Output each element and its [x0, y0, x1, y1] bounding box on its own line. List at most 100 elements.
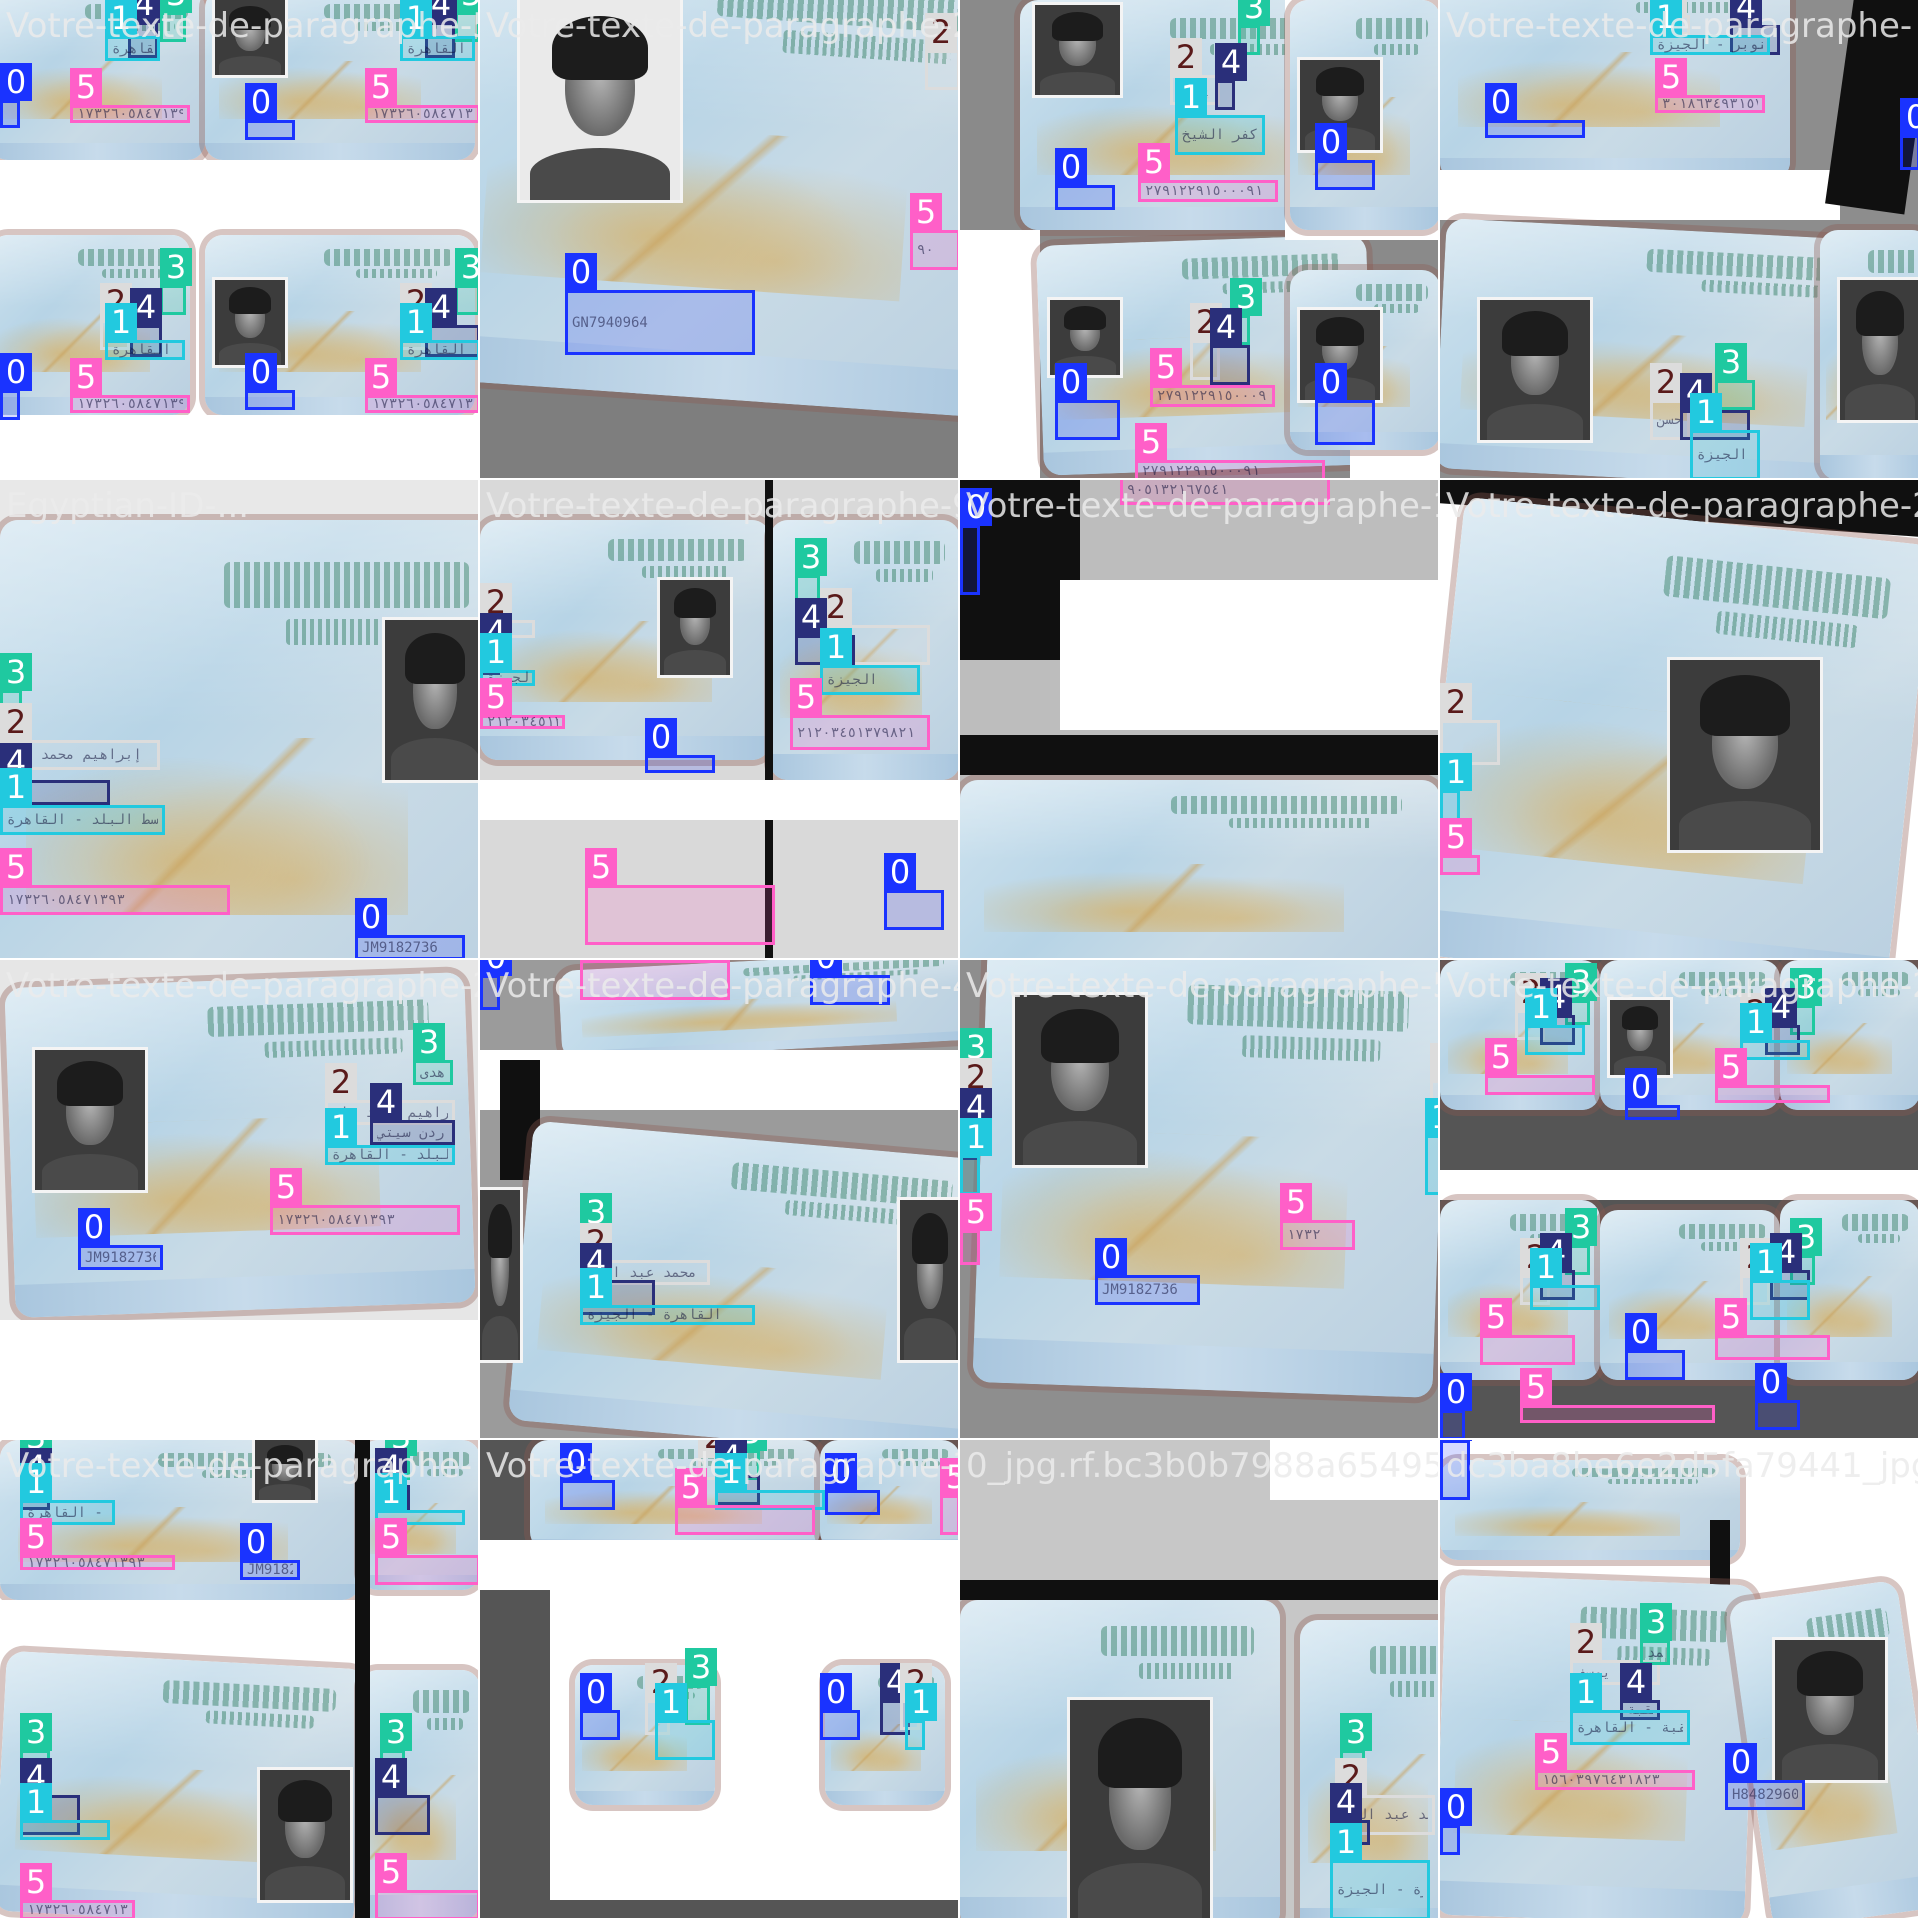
card-stripe	[0, 143, 205, 160]
portrait-hair	[1041, 1008, 1119, 1063]
portrait-shoulders	[41, 1153, 139, 1190]
bbox-class-1: 1 وسط البلد - القاهرة	[105, 0, 160, 61]
portrait-photo	[900, 1200, 958, 1360]
tile-filename: Votre-texte-de-paragraphe-238_png.rf.160…	[486, 6, 958, 46]
bbox-label-5: 5	[480, 678, 512, 716]
portrait-hair	[552, 16, 648, 80]
card-sub	[1374, 43, 1419, 56]
bbox-class-1: 1	[375, 1473, 465, 1525]
portrait-shoulders	[529, 148, 671, 200]
card-stripe	[1440, 1880, 1746, 1918]
tile-filename: Votre-texte-de-paragraphe-2	[6, 966, 480, 1006]
tile-filename: Votre-texte-de-paragraphe-4	[486, 966, 960, 1006]
bbox-class-0: 0	[1440, 1373, 1472, 1438]
card-sub	[1374, 304, 1419, 314]
card-sub	[264, 1036, 403, 1059]
bbox-class-5: 5	[675, 1468, 815, 1535]
tile-filename: Votre-texte-de-paragraphe-	[1446, 6, 1913, 46]
bbox-text: JM9182736	[1102, 1282, 1178, 1298]
bbox-text: هدى	[420, 1064, 446, 1081]
card-pyr	[1455, 1502, 1680, 1536]
bbox-label-5: 5	[1655, 58, 1687, 96]
bbox-text: مدينة كنوبر - الجيزة	[1657, 37, 1763, 53]
card-stripe	[575, 1791, 715, 1805]
portrait-shoulders	[391, 738, 478, 780]
bbox-label-1: 1	[325, 1108, 357, 1146]
card-head	[78, 249, 174, 266]
bbox-class-5: 5	[1520, 1368, 1715, 1423]
bbox-label-1: 1	[20, 1463, 52, 1501]
bbox-class-0: 0 JM9182736	[78, 1208, 163, 1270]
bbox-text: GN7940964	[572, 314, 648, 331]
padding-black	[765, 480, 773, 958]
card-pyr	[984, 864, 1344, 932]
bbox-label-3: 3	[160, 0, 192, 13]
bbox-class-0: 0	[1440, 1788, 1472, 1855]
bbox-label-5: 5	[365, 68, 397, 106]
card-head	[162, 1679, 337, 1713]
bbox-class-3: 3	[455, 0, 478, 42]
bbox-label-5: 5	[675, 1468, 707, 1506]
card-sub	[1210, 43, 1313, 56]
padding-white	[1060, 580, 1438, 730]
mosaic-tile: 241مدينة كنوبر - الجيزة5٣٠١٨٦٣٤٩٣١٥٧002م…	[1440, 0, 1920, 480]
bbox-class-0: 0	[480, 960, 512, 1010]
mosaic-tile: 241الجيزة5٢١٢٠٣٤٥١٣٧٩٨٢١03241الجيزة5٢١٢٠…	[480, 480, 960, 960]
bbox-class-5: 5	[1485, 1038, 1595, 1095]
card-head	[412, 1452, 471, 1466]
bbox-text: ١٧٣٢٦٠٥٨٤٧١٣٩٣	[372, 396, 473, 412]
card-stripe	[1290, 207, 1438, 230]
padding-white	[480, 780, 958, 820]
bbox-label-2: 2	[325, 1063, 357, 1101]
bbox-class-3: 3	[455, 248, 478, 315]
bbox-class-1: 1 وسط البلد - القاهرة	[0, 768, 165, 835]
bbox-class-0: 0	[1900, 98, 1918, 170]
portrait-hair	[1316, 317, 1364, 346]
id-card	[507, 1120, 958, 1438]
mosaic-tile: 3هدى2إبراهيم محمد علي4جاردن سيتي1وسط الب…	[0, 960, 480, 1440]
bbox-label-1: 1	[20, 1783, 52, 1821]
bbox-class-0: 0	[560, 1443, 615, 1510]
bbox-class-5: 5 ١٧٣٢٦٠٥٨٤٧١٣٩٣	[0, 848, 230, 915]
card-stripe	[1440, 908, 1890, 958]
bbox-class-5: 5	[1440, 818, 1480, 875]
bbox-label-0: 0	[245, 83, 277, 121]
bbox-label-5: 5	[960, 1193, 992, 1231]
bbox-label-2: 2	[1170, 38, 1202, 76]
bbox-label-1: 1	[375, 1473, 407, 1511]
bbox-label-0: 0	[810, 960, 842, 976]
card-stripe	[1440, 1095, 1600, 1110]
card-sub	[427, 1717, 464, 1730]
bbox-text: ١٧٣٢٦٠٥٨٤٧١٣٩٣	[77, 396, 183, 412]
bbox-class-1: 1	[960, 1118, 992, 1195]
padding-white	[960, 230, 1040, 478]
bbox-text: ٩٠	[917, 242, 934, 258]
tile-filename: Votre-texte-de-paragraphe-2	[1446, 966, 1920, 1006]
bbox-label-1: 1	[1690, 393, 1722, 431]
bbox-class-1: 1	[1530, 1248, 1600, 1310]
card-stripe	[825, 1791, 945, 1805]
card-stripe	[1600, 1363, 1780, 1380]
bbox-label-3: 3	[0, 653, 32, 691]
card-stripe	[1820, 455, 1918, 478]
bbox-class-0: 0	[0, 353, 32, 420]
bbox-class-4: 4 جاردن سيتي	[370, 1083, 455, 1145]
bbox-label-5: 5	[1485, 1038, 1517, 1076]
tile-filename: Votre-texte-de-paragraphe-30_jpg.rf.	[486, 1446, 960, 1486]
portrait-hair	[57, 1061, 123, 1106]
card-stripe	[1780, 1095, 1918, 1110]
bbox-label-0: 0	[565, 253, 597, 291]
mosaic-tile: 341وسط البلد - القاهرة5١٧٣٢٦٠٥٨٤٧١٣٩٣003…	[0, 0, 480, 480]
bbox-text: وسط البلد - القاهرة	[407, 40, 468, 57]
bbox-label-3: 3	[1565, 1208, 1597, 1246]
bbox-text: محمد عبد الله	[1342, 1807, 1428, 1823]
bbox-label-5: 5	[580, 960, 612, 961]
portrait-hair	[1502, 311, 1568, 356]
portrait-hair	[267, 1444, 303, 1464]
bbox-text: احمد	[1647, 1644, 1663, 1661]
bbox-class-0: 0	[884, 853, 944, 930]
portrait-photo	[215, 0, 285, 75]
bbox-label-3: 3	[685, 1648, 717, 1686]
bbox-label-0: 0	[1755, 1363, 1787, 1401]
